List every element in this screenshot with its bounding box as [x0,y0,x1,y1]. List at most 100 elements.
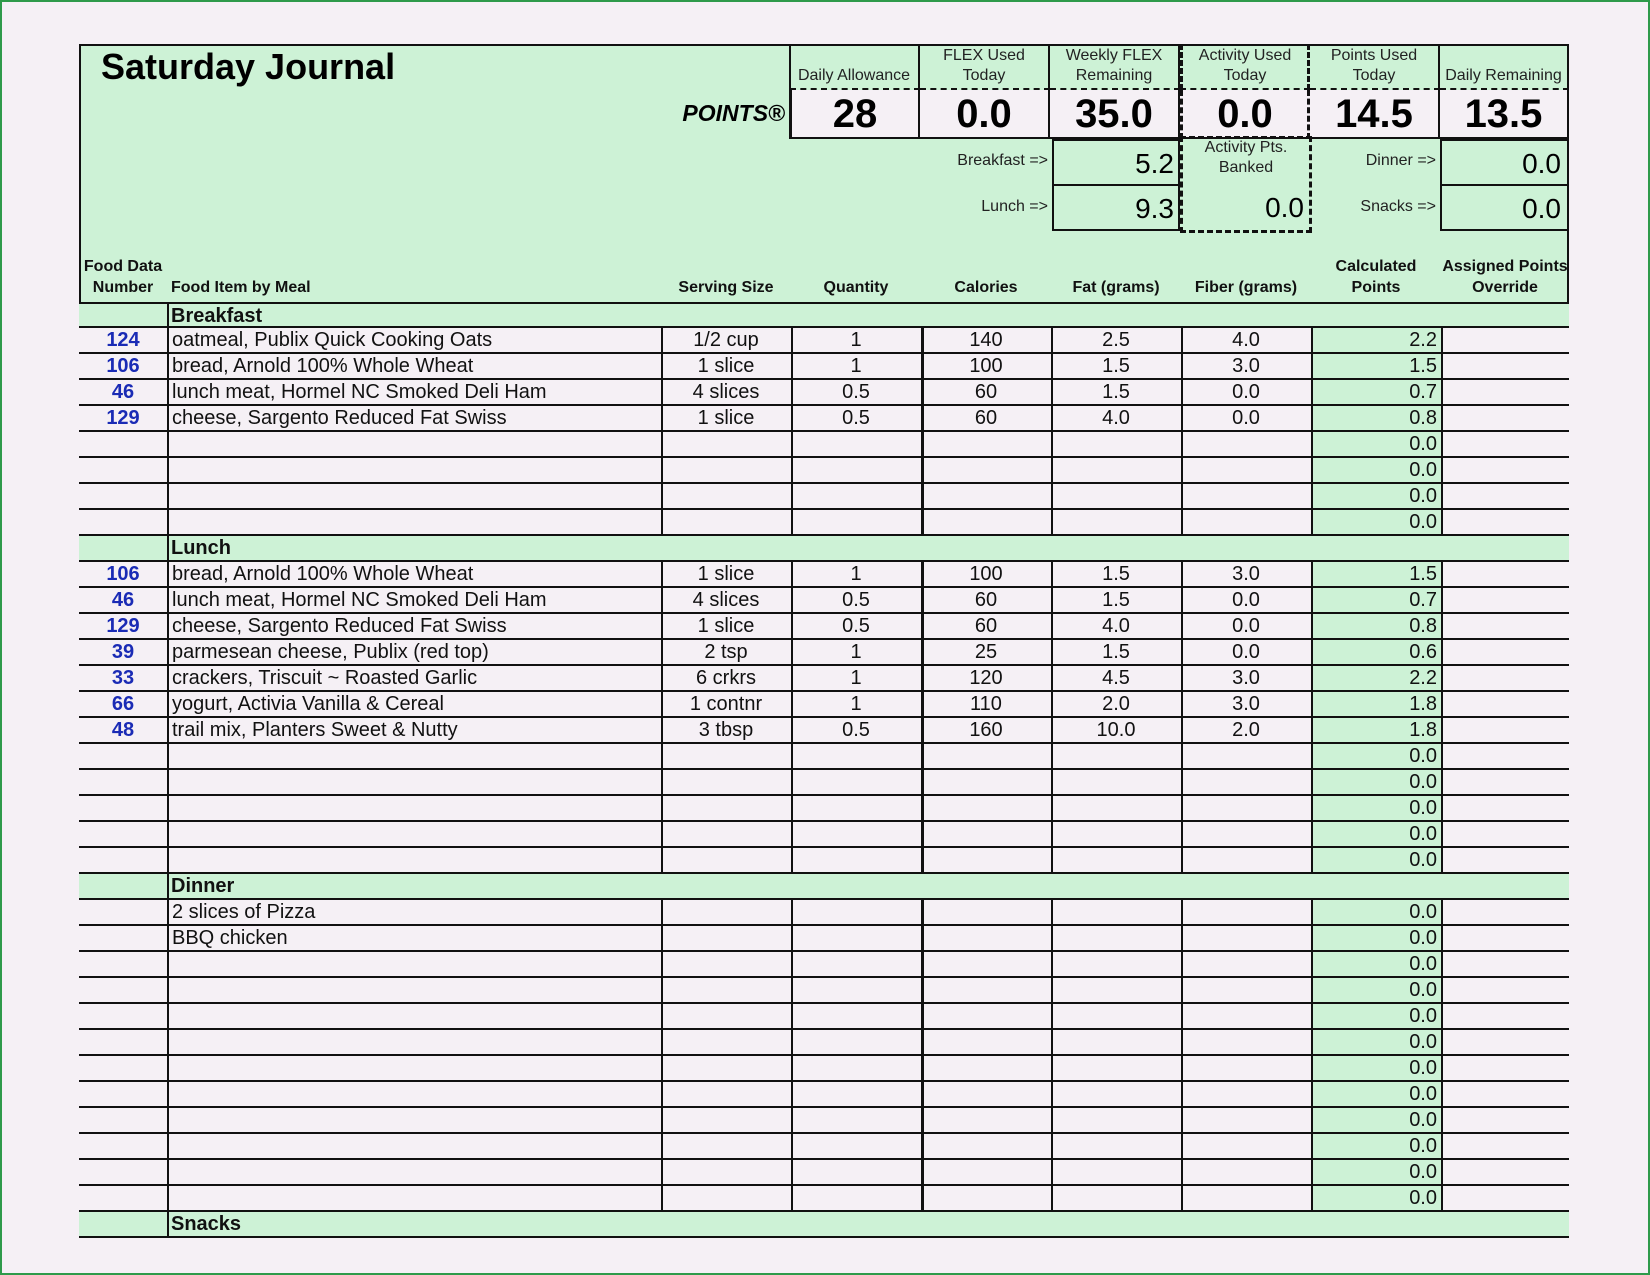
fiber-cell[interactable]: 2.0 [1232,719,1260,741]
serving-size-cell[interactable] [661,1108,791,1132]
calories-cell[interactable]: 120 [969,667,1003,689]
assigned-override-cell[interactable] [1441,796,1565,820]
food-item-cell[interactable]: trail mix, Planters Sweet & Nutty [172,719,458,741]
food-number-cell[interactable] [79,484,167,508]
quantity-cell[interactable] [791,926,921,950]
food-item-cell[interactable] [167,952,661,976]
assigned-override-cell[interactable] [1441,406,1565,430]
calories-cell[interactable]: 140 [969,329,1003,351]
assigned-override-cell[interactable] [1441,328,1565,352]
quantity-cell[interactable]: 1 [850,355,862,377]
fat-cell[interactable] [1051,926,1181,950]
calculated-points-cell[interactable]: 1.8 [1409,693,1437,715]
fat-cell[interactable] [1051,1004,1181,1028]
calories-cell[interactable] [921,458,1051,482]
fat-cell[interactable] [1051,1108,1181,1132]
food-number-cell[interactable] [79,432,167,456]
food-item-cell[interactable] [167,510,661,534]
fiber-cell[interactable]: 3.0 [1232,667,1260,689]
fat-cell[interactable] [1051,458,1181,482]
quantity-cell[interactable] [791,1030,921,1054]
fiber-cell[interactable]: 4.0 [1232,329,1260,351]
food-item-cell[interactable] [167,770,661,794]
assigned-override-cell[interactable] [1441,1030,1565,1054]
assigned-override-cell[interactable] [1441,1082,1565,1106]
assigned-override-cell[interactable] [1441,1186,1565,1210]
calculated-points-cell[interactable]: 0.0 [1409,927,1437,949]
calories-cell[interactable] [921,1004,1051,1028]
calculated-points-cell[interactable]: 1.5 [1409,355,1437,377]
food-item-cell[interactable] [167,432,661,456]
assigned-override-cell[interactable] [1441,458,1565,482]
calories-cell[interactable]: 60 [974,407,998,429]
serving-size-cell[interactable] [661,926,791,950]
food-number-cell[interactable]: 106 [106,563,140,585]
food-item-cell[interactable]: cheese, Sargento Reduced Fat Swiss [172,407,507,429]
calories-cell[interactable] [921,848,1051,872]
assigned-override-cell[interactable] [1441,510,1565,534]
serving-size-cell[interactable]: 1 slice [697,615,755,637]
calculated-points-cell[interactable]: 0.0 [1409,745,1437,767]
assigned-override-cell[interactable] [1441,432,1565,456]
calories-cell[interactable]: 60 [974,589,998,611]
calculated-points-cell[interactable]: 0.0 [1409,1083,1437,1105]
food-number-cell[interactable] [79,510,167,534]
calculated-points-cell[interactable]: 0.0 [1409,1031,1437,1053]
assigned-override-cell[interactable] [1441,1160,1565,1184]
food-number-cell[interactable]: 106 [106,355,140,377]
quantity-cell[interactable]: 0.5 [842,381,870,403]
calories-cell[interactable] [921,900,1051,924]
serving-size-cell[interactable]: 1 slice [697,563,755,585]
assigned-override-cell[interactable] [1441,744,1565,768]
food-number-cell[interactable] [79,1186,167,1210]
calories-cell[interactable] [921,744,1051,768]
fat-cell[interactable]: 4.0 [1102,615,1130,637]
food-item-cell[interactable] [167,484,661,508]
serving-size-cell[interactable] [661,848,791,872]
food-number-cell[interactable] [79,952,167,976]
calculated-points-cell[interactable]: 0.0 [1409,771,1437,793]
fiber-cell[interactable] [1181,796,1311,820]
assigned-override-cell[interactable] [1441,952,1565,976]
fat-cell[interactable] [1051,822,1181,846]
quantity-cell[interactable]: 1 [850,667,862,689]
food-item-cell[interactable]: lunch meat, Hormel NC Smoked Deli Ham [172,589,547,611]
calories-cell[interactable] [921,1134,1051,1158]
food-item-cell[interactable] [167,822,661,846]
fat-cell[interactable] [1051,1160,1181,1184]
quantity-cell[interactable] [791,822,921,846]
calculated-points-cell[interactable]: 0.6 [1409,641,1437,663]
fiber-cell[interactable] [1181,1160,1311,1184]
assigned-override-cell[interactable] [1441,1004,1565,1028]
calories-cell[interactable]: 110 [970,693,1002,715]
calculated-points-cell[interactable]: 0.0 [1409,953,1437,975]
food-number-cell[interactable] [79,1082,167,1106]
food-item-cell[interactable] [167,744,661,768]
serving-size-cell[interactable]: 1 slice [697,355,755,377]
fat-cell[interactable]: 1.5 [1102,589,1130,611]
calories-cell[interactable] [921,484,1051,508]
quantity-cell[interactable] [791,952,921,976]
fiber-cell[interactable] [1181,1186,1311,1210]
fiber-cell[interactable]: 3.0 [1232,693,1260,715]
quantity-cell[interactable] [791,1134,921,1158]
fiber-cell[interactable] [1181,1056,1311,1080]
serving-size-cell[interactable] [661,1160,791,1184]
fiber-cell[interactable]: 3.0 [1232,563,1260,585]
fat-cell[interactable] [1051,744,1181,768]
fiber-cell[interactable] [1181,926,1311,950]
calculated-points-cell[interactable]: 0.0 [1409,511,1437,533]
food-item-cell[interactable]: oatmeal, Publix Quick Cooking Oats [172,329,493,351]
serving-size-cell[interactable] [661,484,791,508]
fiber-cell[interactable] [1181,770,1311,794]
quantity-cell[interactable]: 0.5 [842,719,870,741]
serving-size-cell[interactable] [661,510,791,534]
fiber-cell[interactable] [1181,432,1311,456]
food-number-cell[interactable]: 39 [111,641,135,663]
calculated-points-cell[interactable]: 0.0 [1409,823,1437,845]
calculated-points-cell[interactable]: 2.2 [1409,329,1437,351]
food-number-cell[interactable] [79,1134,167,1158]
calories-cell[interactable]: 60 [974,381,998,403]
quantity-cell[interactable] [791,1056,921,1080]
calculated-points-cell[interactable]: 0.8 [1409,615,1437,637]
